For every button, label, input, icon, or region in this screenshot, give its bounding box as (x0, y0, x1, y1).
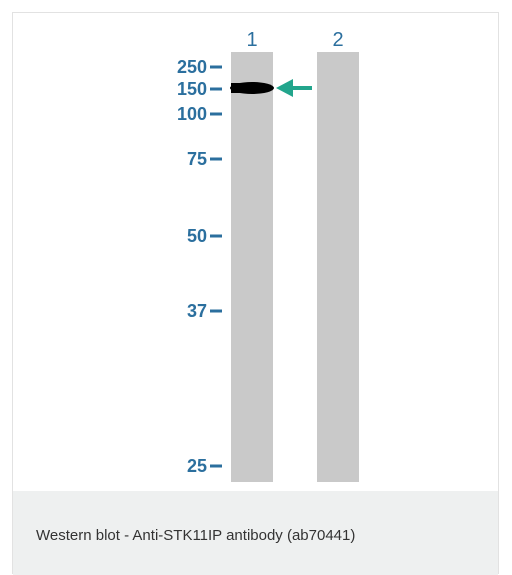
marker-dash (210, 158, 222, 161)
lane-label: 1 (246, 29, 257, 51)
marker-dash (210, 113, 222, 116)
lane (317, 52, 359, 482)
blot-image: 1 2 250150 100 75 50 37 25 (0, 0, 512, 575)
lane (231, 52, 273, 482)
marker-dash (210, 310, 222, 313)
marker-label: 75 (187, 149, 207, 169)
page: {"blot": {"lanes": ["1", "2"], "markers"… (0, 0, 512, 575)
marker-label: 37 (187, 301, 207, 321)
band (231, 83, 261, 93)
marker-label: 25 (187, 456, 207, 476)
marker-dash (210, 465, 222, 468)
marker-label: 100 (177, 104, 207, 124)
marker-dash (210, 235, 222, 238)
marker-label: 150 (177, 79, 207, 99)
lane-label: 2 (332, 29, 343, 51)
arrow-head (276, 79, 293, 97)
marker-label: 250 (177, 57, 207, 77)
marker-dash (210, 88, 222, 91)
marker-dash (210, 66, 222, 69)
marker-label: 50 (187, 226, 207, 246)
